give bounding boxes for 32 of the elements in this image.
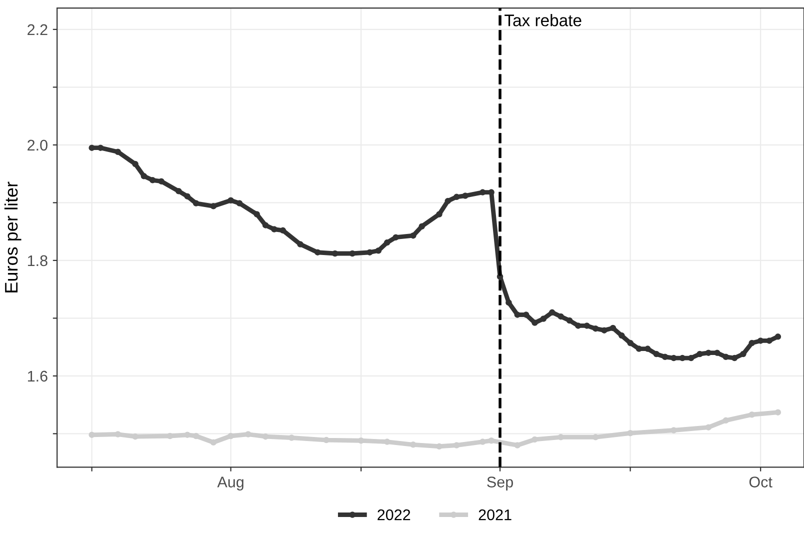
point bbox=[262, 433, 269, 440]
point bbox=[705, 424, 712, 430]
point bbox=[288, 434, 295, 441]
point bbox=[488, 438, 494, 444]
point bbox=[627, 430, 634, 436]
point bbox=[192, 432, 200, 440]
point bbox=[436, 443, 442, 450]
point bbox=[774, 409, 782, 416]
ref-line-label: Tax rebate bbox=[504, 14, 582, 26]
y-tick-label: 2.2 bbox=[28, 24, 48, 35]
point bbox=[358, 438, 364, 444]
y-tick-label: 2.0 bbox=[28, 140, 48, 151]
point bbox=[748, 412, 756, 418]
x-tick-label: Sep bbox=[487, 476, 513, 490]
legend-label: 2022 bbox=[378, 509, 410, 520]
y-tick-label: 1.8 bbox=[28, 255, 48, 266]
point bbox=[132, 433, 138, 440]
point bbox=[166, 432, 174, 440]
point bbox=[114, 431, 122, 438]
x-tick-label: Aug bbox=[217, 476, 244, 490]
point bbox=[514, 442, 521, 448]
point bbox=[592, 434, 599, 440]
point bbox=[228, 432, 234, 440]
point bbox=[722, 417, 729, 424]
y-axis-title: Euros per liter bbox=[4, 182, 22, 292]
point bbox=[532, 436, 538, 443]
point bbox=[323, 436, 330, 444]
point bbox=[210, 439, 217, 446]
point bbox=[453, 442, 460, 448]
y-tick-label: 1.6 bbox=[28, 370, 48, 382]
legend-label: 2021 bbox=[478, 509, 512, 520]
x-tick-label: Oct bbox=[749, 476, 772, 488]
